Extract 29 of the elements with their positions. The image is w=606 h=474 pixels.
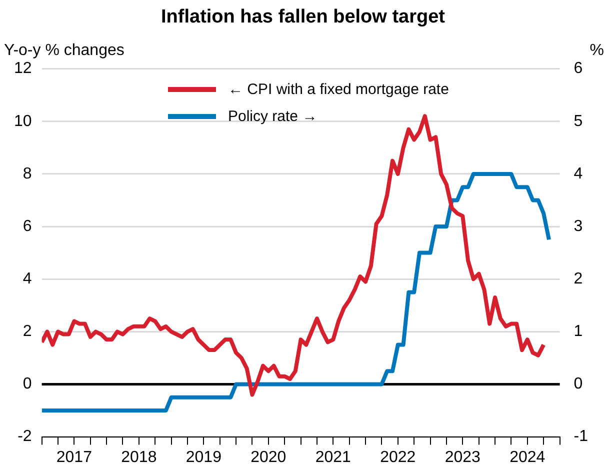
y-tick-label: 6 (22, 218, 32, 235)
y2-tick-label: 5 (574, 112, 583, 130)
y-tick-label: 10 (14, 112, 32, 130)
x-tick-label: 2023 (444, 448, 481, 466)
y-tick-label: 2 (22, 323, 32, 340)
y2-tick-label: 6 (574, 60, 583, 78)
x-tick-label: 2018 (121, 448, 157, 466)
y-tick-label: 0 (22, 376, 32, 393)
x-tick-label: 2024 (510, 448, 546, 466)
y2-tick-label: 2 (574, 270, 583, 288)
y-tick-label: 12 (14, 60, 32, 78)
y-tick-label: 8 (22, 165, 32, 182)
y-tick-label: -2 (18, 428, 32, 446)
legend-label: ← CPI with a fixed mortgage rate (228, 81, 449, 98)
y2-tick-label: 0 (574, 376, 583, 393)
x-tick-label: 2022 (380, 448, 416, 466)
x-tick-label: 2019 (186, 448, 222, 466)
y2-tick-label: 4 (574, 165, 583, 182)
y-tick-label: 4 (22, 270, 32, 288)
x-tick-label: 2020 (250, 448, 286, 466)
x-tick-label: 2021 (315, 448, 352, 466)
legend-label: Policy rate → (228, 108, 318, 125)
y-axis-title: Y-o-y % changes (4, 42, 124, 60)
y2-axis-title: % (590, 42, 604, 60)
y2-tick-label: 3 (574, 218, 583, 235)
chart-title: Inflation has fallen below target (161, 6, 446, 28)
y2-tick-label: -1 (574, 428, 588, 446)
y2-tick-label: 1 (574, 323, 583, 340)
x-tick-label: 2017 (56, 448, 92, 466)
